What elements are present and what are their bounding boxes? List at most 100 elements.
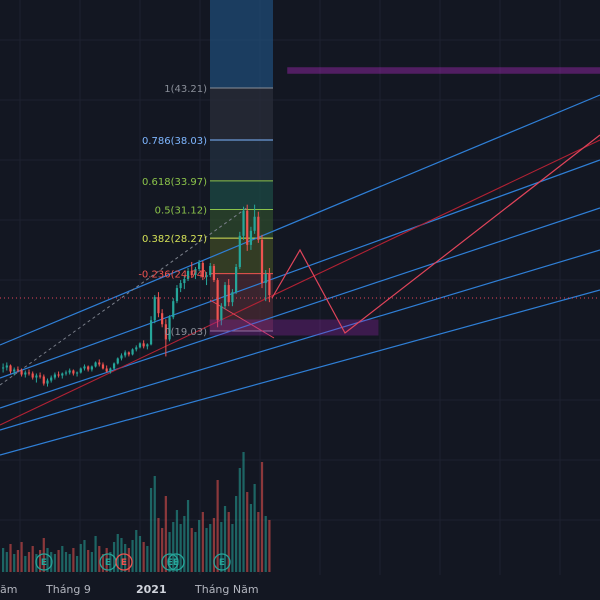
channel-line [0,249,600,431]
x-axis: ăm Tháng 9 2021 Tháng Năm [0,583,259,596]
candle [242,206,245,240]
candle-body [94,362,97,367]
event-glyph: E [121,558,127,568]
candle-body [61,373,64,376]
candle [138,342,142,349]
candle-body [157,297,160,314]
fib-level-label: -0.236(24.74) [138,270,207,281]
fib-level-label: 0.786(38.03) [142,136,207,147]
candle [46,378,49,387]
candle [157,292,160,318]
candle-body [164,324,167,340]
candle [72,369,75,376]
volume-bar [61,546,64,572]
candle [223,282,227,310]
candle [116,357,119,365]
volume-bar [50,552,53,572]
volume-bar [57,550,60,572]
candle [124,350,127,358]
candle [83,364,86,371]
candle-body [57,374,60,376]
volume-bar [27,552,31,572]
candle-body [268,274,271,296]
volume-bar [190,528,193,572]
candle-body [31,373,34,378]
channel-line [0,94,600,346]
candle-body [190,271,193,276]
volume-bar [164,496,167,572]
candle [246,204,249,251]
volume-bar [16,550,20,572]
candle [238,231,241,269]
event-glyph: E [173,558,179,568]
volume-bar [216,480,219,572]
volume-bar [198,520,201,572]
candle [38,372,42,379]
candle-body [153,297,156,321]
fib-level-label: 1(43.21) [164,84,207,95]
volume-bar [238,468,241,572]
candle-body [5,365,8,368]
candle-body [168,317,171,340]
candle-body [20,370,23,375]
volume-bar [257,512,260,572]
channel-line [0,207,600,409]
candle [79,367,82,374]
volume-bar [64,552,68,572]
candle [183,276,186,290]
candle-body [83,366,86,369]
volume-bars [2,452,271,572]
candle-body [264,274,267,284]
candle [227,279,230,307]
candle [94,361,97,368]
volume-bar [168,532,171,572]
x-tick-label: ăm [0,583,17,596]
volume-bar [268,520,271,572]
candle-body [146,344,149,347]
dashed-trend-line [0,206,249,386]
candle-body [246,210,249,245]
candle-body [87,366,90,370]
volume-bar [109,552,112,572]
volume-bar [138,536,142,572]
fib-level-label: 0.618(33.97) [142,177,207,188]
candle [105,365,108,373]
event-marker: E [213,553,231,571]
channel-line [0,289,600,456]
volume-bar [90,552,93,572]
event-glyph: E [219,558,225,568]
candle [209,262,212,278]
volume-bar [5,552,8,572]
volume-bar [46,548,49,572]
volume-bar [212,518,216,572]
volume-bar [142,542,145,572]
candle [50,375,53,383]
candle-body [105,368,108,372]
event-marker: E [167,553,185,571]
candle-body [72,370,75,374]
candle [57,371,60,378]
drawing-overlays[interactable] [209,67,600,336]
volume-bar [157,518,160,572]
candle [149,316,153,346]
volume-bar [253,484,256,572]
event-marker: E [161,553,179,571]
candle-body [64,372,68,374]
candle [268,267,271,303]
candle-body [79,368,82,373]
candlesticks[interactable] [2,204,271,387]
candle [61,372,64,379]
candle-body [42,376,45,384]
candle-body [172,301,175,318]
candle [231,289,234,307]
candle [75,371,79,377]
channel-lines[interactable] [0,94,600,456]
candle [194,266,197,280]
candle [35,373,38,383]
event-glyph: E [41,558,47,568]
candle-body [216,280,219,321]
fib-zone [210,180,273,210]
candle-body [135,347,138,350]
